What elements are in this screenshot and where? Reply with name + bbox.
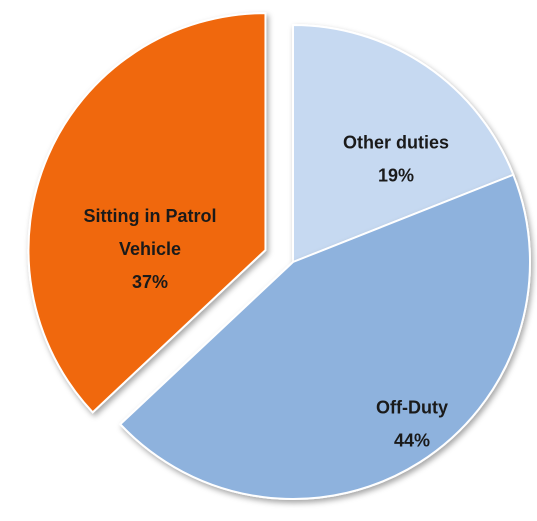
slice-value-label: 44% [394,430,430,450]
slices [27,12,531,500]
pie-slice [292,23,515,264]
label-line: Vehicle [119,239,181,259]
slice-category-label: Other duties [343,132,449,152]
slice-category-label: Sitting in Patrol Vehicle [84,206,217,259]
slice-value-label: 19% [378,165,414,185]
label-line: Sitting in Patrol [84,206,217,226]
labels: Other duties 19% Off-Duty 44% Sitting in Pat… [84,132,450,450]
pie-slice [118,173,531,500]
label-line: Off-Duty [376,397,448,417]
slice-category-label: Off-Duty [376,397,448,417]
slice-value-label: 37% [132,272,168,292]
pie-slice [27,12,267,414]
label-line: Other duties [343,132,449,152]
